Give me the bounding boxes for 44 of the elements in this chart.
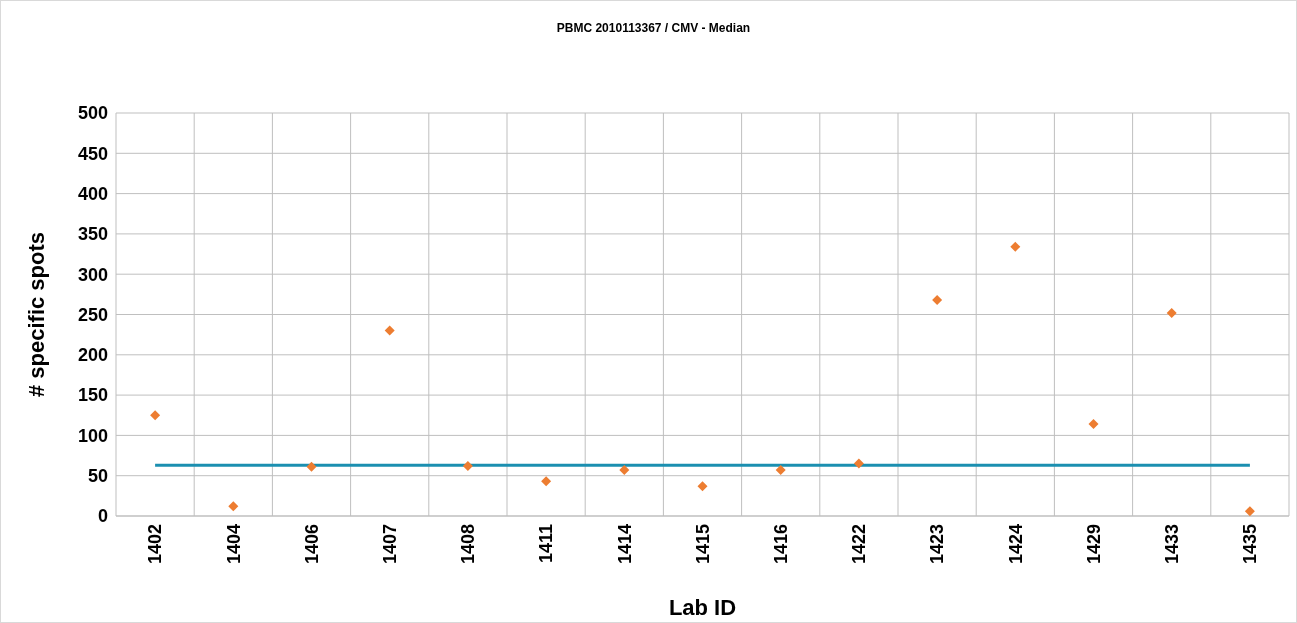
x-tick-label: 1415: [692, 524, 713, 565]
point: [932, 294, 943, 305]
y-tick-label: 450: [77, 143, 108, 164]
point: [1244, 506, 1255, 517]
y-tick-label: 350: [77, 224, 108, 245]
x-tick-label: 1402: [145, 524, 166, 565]
point: [619, 465, 630, 476]
x-tick-label: 1433: [1162, 524, 1182, 565]
y-tick-label: 150: [77, 385, 108, 406]
y-tick-label: 250: [77, 304, 108, 325]
x-tick-label: 1411: [536, 524, 557, 564]
x-tick-label: 1414: [614, 524, 635, 565]
point: [541, 476, 552, 487]
point: [150, 410, 161, 421]
point: [462, 461, 473, 472]
y-axis-title: # specific spots: [24, 231, 49, 398]
point: [697, 481, 708, 492]
x-tick-label: 1408: [458, 524, 479, 565]
x-tick-label: 1435: [1240, 524, 1261, 565]
y-tick-label: 100: [77, 425, 108, 446]
x-tick-label: 1407: [380, 524, 400, 565]
point: [1166, 307, 1177, 318]
point: [853, 458, 864, 469]
x-tick-label: 1404: [223, 524, 244, 565]
point: [384, 325, 395, 336]
x-tick-label: 1429: [1083, 524, 1104, 565]
y-tick-label: 500: [77, 103, 108, 124]
y-tick-label: 0: [97, 506, 108, 527]
y-tick-label: 50: [87, 466, 108, 486]
y-tick-label: 200: [77, 345, 108, 366]
x-tick-label: 1423: [927, 524, 948, 565]
x-tick-label: 1422: [849, 524, 870, 565]
point: [775, 465, 786, 476]
x-axis-title: Lab ID: [668, 595, 737, 620]
point: [1088, 419, 1099, 430]
point: [306, 461, 317, 472]
chart-title: PBMC 2010113367 / CMV - Median: [556, 21, 751, 35]
point: [228, 501, 239, 512]
point: [1010, 241, 1021, 252]
x-tick-label: 1406: [301, 524, 322, 565]
x-tick-label: 1416: [771, 524, 791, 565]
x-tick-label: 1424: [1005, 524, 1026, 565]
y-tick-label: 400: [77, 183, 108, 204]
y-tick-label: 300: [77, 264, 108, 285]
